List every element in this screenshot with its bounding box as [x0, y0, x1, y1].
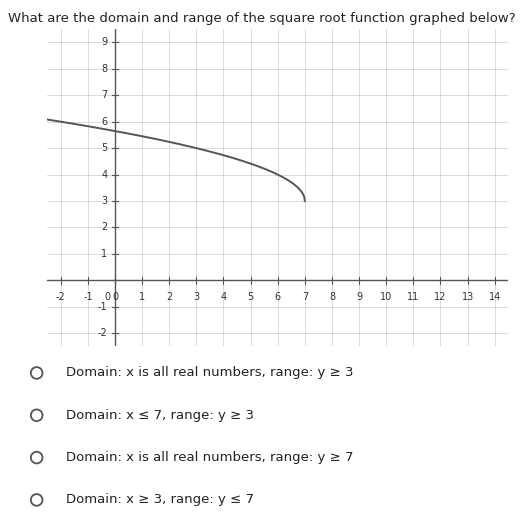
Text: -1: -1: [83, 292, 93, 302]
Text: 0: 0: [104, 292, 111, 302]
Text: 8: 8: [329, 292, 335, 302]
Text: 7: 7: [101, 90, 107, 100]
Text: 3: 3: [101, 196, 107, 206]
Text: 9: 9: [101, 38, 107, 47]
Text: 13: 13: [462, 292, 474, 302]
Text: 9: 9: [356, 292, 362, 302]
Text: 2: 2: [166, 292, 172, 302]
Text: Domain: x ≥ 3, range: y ≤ 7: Domain: x ≥ 3, range: y ≤ 7: [66, 494, 254, 506]
Text: 12: 12: [434, 292, 446, 302]
Text: -2: -2: [56, 292, 66, 302]
Text: 5: 5: [247, 292, 254, 302]
Text: 6: 6: [101, 117, 107, 126]
Text: 11: 11: [407, 292, 420, 302]
Text: 4: 4: [101, 170, 107, 179]
Text: Domain: x ≤ 7, range: y ≥ 3: Domain: x ≤ 7, range: y ≥ 3: [66, 409, 254, 422]
Text: 1: 1: [139, 292, 145, 302]
Text: 3: 3: [193, 292, 200, 302]
Text: 10: 10: [380, 292, 392, 302]
Text: Domain: x is all real numbers, range: y ≥ 7: Domain: x is all real numbers, range: y …: [66, 451, 353, 464]
Text: 1: 1: [101, 249, 107, 259]
Text: Domain: x is all real numbers, range: y ≥ 3: Domain: x is all real numbers, range: y …: [66, 367, 353, 379]
Text: 2: 2: [101, 223, 107, 232]
Text: 5: 5: [101, 143, 107, 153]
Text: 8: 8: [101, 64, 107, 74]
Text: 14: 14: [488, 292, 501, 302]
Text: 7: 7: [302, 292, 308, 302]
Text: 4: 4: [221, 292, 226, 302]
Text: What are the domain and range of the square root function graphed below?: What are the domain and range of the squ…: [8, 12, 516, 25]
Text: 6: 6: [275, 292, 281, 302]
Text: -2: -2: [97, 329, 107, 338]
Text: -1: -1: [98, 302, 107, 312]
Text: 0: 0: [112, 292, 118, 302]
